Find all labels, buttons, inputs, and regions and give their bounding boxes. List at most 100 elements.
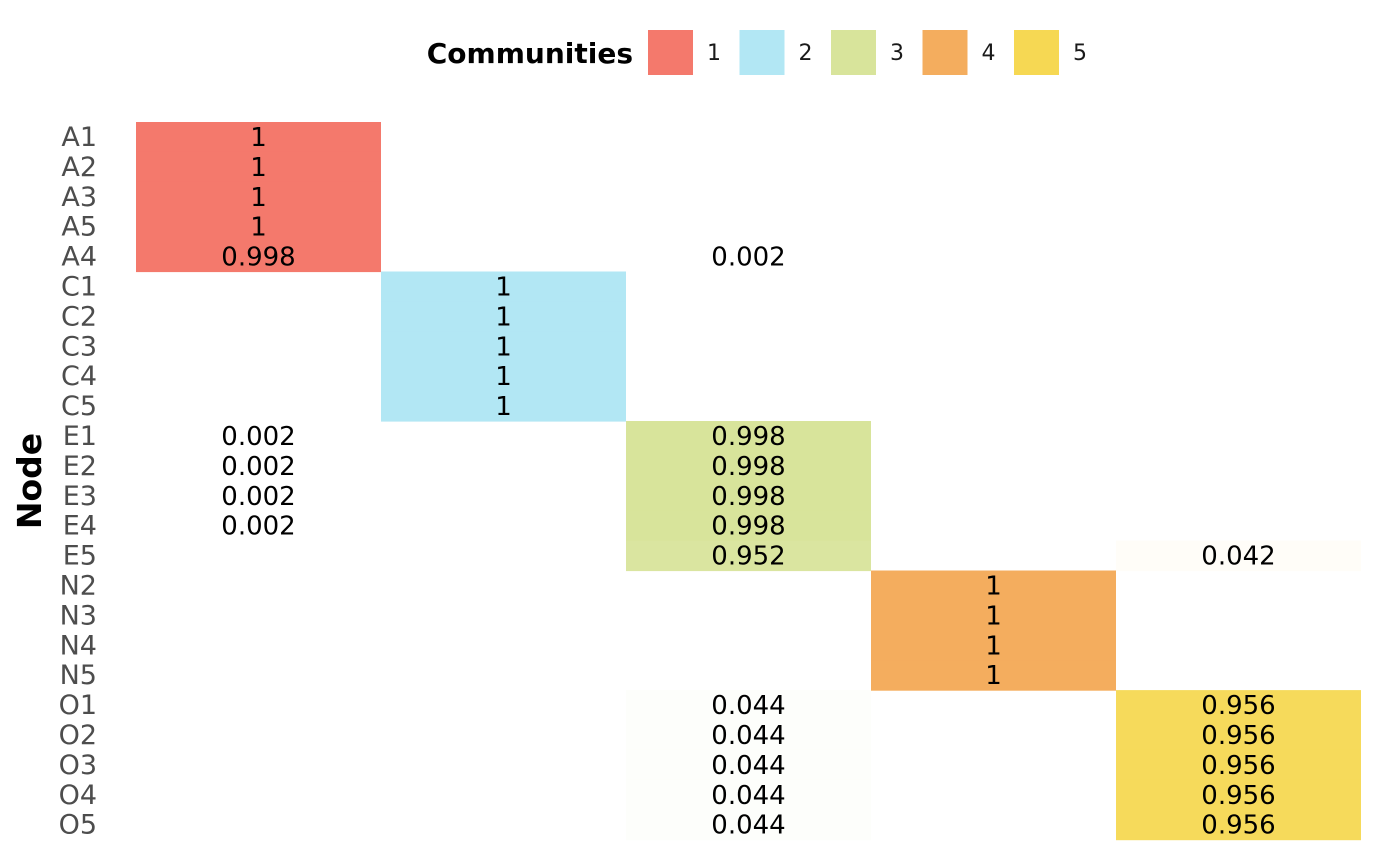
- cell-E3-3: [626, 480, 871, 512]
- cell-label-O3-5: 0.956: [1201, 751, 1275, 781]
- cell-label-E4-3: 0.998: [711, 512, 785, 542]
- row-label-E3: E3: [63, 481, 97, 512]
- cell-label-O5-3: 0.044: [711, 811, 785, 841]
- cell-label-O1-3: 0.044: [711, 691, 785, 721]
- cell-label-E3-1: 0.002: [221, 482, 295, 512]
- cell-label-A3-1: 1: [250, 183, 267, 213]
- cell-E5-5: [1116, 540, 1361, 572]
- cell-label-E5-3: 0.952: [711, 542, 785, 572]
- row-label-C1: C1: [61, 271, 97, 302]
- cell-C1-2: [381, 271, 626, 302]
- legend-swatch-3: [831, 30, 876, 75]
- row-label-E5: E5: [63, 541, 97, 572]
- cell-label-E2-3: 0.998: [711, 452, 785, 482]
- row-label-O2: O2: [59, 720, 97, 751]
- cell-C2-2: [381, 301, 626, 332]
- cell-label-E1-3: 0.998: [711, 422, 785, 452]
- cell-label-A4-1: 0.998: [221, 243, 295, 273]
- cell-O4-5: [1116, 779, 1361, 811]
- row-label-A5: A5: [61, 212, 97, 243]
- row-label-E2: E2: [63, 451, 97, 482]
- cell-N5-4: [871, 660, 1116, 691]
- row-label-C3: C3: [61, 331, 97, 362]
- cell-E1-3: [626, 421, 871, 452]
- legend-title: Communities: [427, 37, 633, 70]
- cell-label-N4-4: 1: [985, 631, 1002, 661]
- cell-label-E3-3: 0.998: [711, 482, 785, 512]
- cell-O1-5: [1116, 690, 1361, 721]
- cell-C3-2: [381, 331, 626, 362]
- cell-label-C2-2: 1: [495, 302, 512, 332]
- row-label-C2: C2: [61, 301, 97, 332]
- row-label-N5: N5: [60, 660, 97, 691]
- row-labels: A1A2A3A5A4C1C2C3C4C5E1E2E3E4E5N2N3N4N5O1…: [59, 122, 97, 841]
- cell-label-O2-5: 0.956: [1201, 721, 1275, 751]
- cell-O3-5: [1116, 749, 1361, 781]
- legend-swatch-1: [648, 30, 693, 75]
- cell-C5-2: [381, 391, 626, 422]
- legend-label-3: 3: [890, 41, 904, 66]
- row-label-N4: N4: [60, 630, 97, 661]
- row-label-E1: E1: [63, 421, 97, 452]
- row-label-N3: N3: [60, 600, 97, 631]
- cell-A2-1: [136, 151, 381, 183]
- cell-label-A2-1: 1: [250, 153, 267, 183]
- cell-A4-1: [136, 241, 381, 273]
- row-label-O4: O4: [59, 780, 97, 811]
- legend-label-4: 4: [982, 41, 996, 66]
- cell-label-C3-2: 1: [495, 332, 512, 362]
- legend-label-1: 1: [707, 41, 721, 66]
- cell-label-A4-3: 0.002: [711, 243, 785, 273]
- y-axis-title: Node: [10, 433, 49, 529]
- cell-O3-3: [626, 749, 871, 781]
- cell-label-E5-5: 0.042: [1201, 542, 1275, 572]
- legend: Communities 1 2 3 4 5: [427, 30, 1087, 75]
- heatmap-cells: [136, 122, 1361, 841]
- cell-label-N5-4: 1: [985, 661, 1002, 691]
- cell-O5-3: [626, 809, 871, 841]
- row-label-A1: A1: [61, 122, 97, 153]
- cell-E1-1: [136, 421, 381, 452]
- cell-label-O1-5: 0.956: [1201, 691, 1275, 721]
- row-label-A3: A3: [61, 182, 97, 213]
- cell-label-N3-4: 1: [985, 601, 1002, 631]
- cell-N2-4: [871, 570, 1116, 601]
- cell-label-E4-1: 0.002: [221, 512, 295, 542]
- cell-E3-1: [136, 480, 381, 512]
- cell-O2-3: [626, 720, 871, 751]
- cell-label-E2-1: 0.002: [221, 452, 295, 482]
- cell-A1-1: [136, 122, 381, 153]
- cell-O2-5: [1116, 720, 1361, 751]
- cell-C4-2: [381, 361, 626, 392]
- cell-label-A5-1: 1: [250, 213, 267, 243]
- row-label-A2: A2: [61, 152, 97, 183]
- row-label-O3: O3: [59, 750, 97, 781]
- row-label-N2: N2: [60, 570, 97, 601]
- cell-label-E1-1: 0.002: [221, 422, 295, 452]
- cell-label-C4-2: 1: [495, 362, 512, 392]
- row-label-O5: O5: [59, 810, 97, 841]
- cell-E4-1: [136, 510, 381, 542]
- cell-label-O4-5: 0.956: [1201, 781, 1275, 811]
- cell-E4-3: [626, 510, 871, 542]
- cell-label-C5-2: 1: [495, 392, 512, 422]
- cell-N3-4: [871, 600, 1116, 631]
- legend-swatch-4: [922, 30, 968, 75]
- row-label-A4: A4: [61, 242, 97, 273]
- cell-A3-1: [136, 181, 381, 213]
- cell-label-N2-4: 1: [985, 571, 1002, 601]
- row-label-C4: C4: [61, 361, 97, 392]
- cell-label-O3-3: 0.044: [711, 751, 785, 781]
- cell-label-O2-3: 0.044: [711, 721, 785, 751]
- legend-label-2: 2: [799, 41, 813, 66]
- cell-O4-3: [626, 779, 871, 811]
- cell-E2-1: [136, 450, 381, 482]
- cell-label-O4-3: 0.044: [711, 781, 785, 811]
- legend-swatch-2: [739, 30, 785, 75]
- cell-O5-5: [1116, 809, 1361, 841]
- cell-N4-4: [871, 630, 1116, 661]
- row-label-C5: C5: [61, 391, 97, 422]
- row-label-O1: O1: [59, 690, 97, 721]
